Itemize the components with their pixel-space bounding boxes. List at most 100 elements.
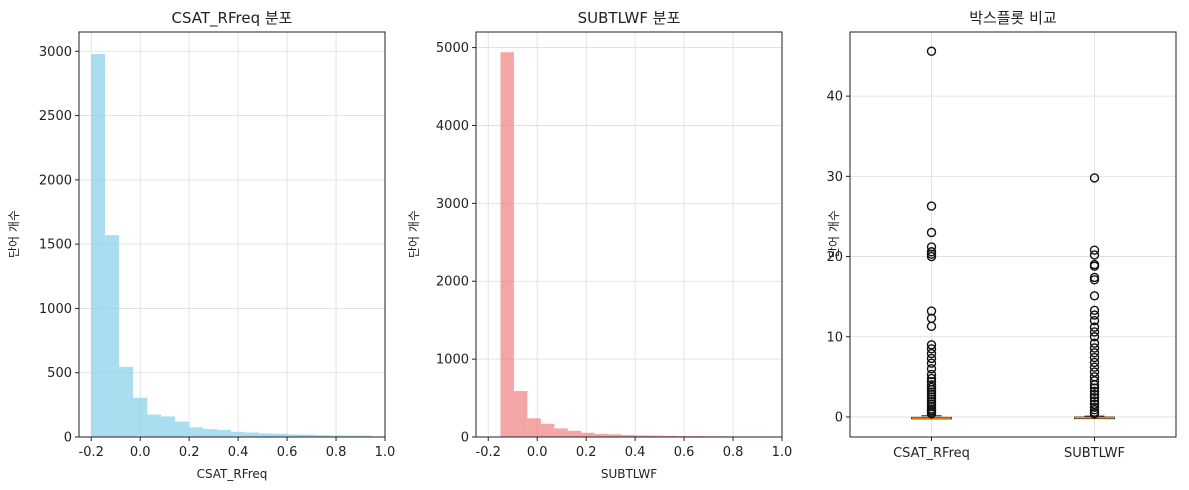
outlier-point [1089,173,1100,183]
histogram-bar [581,432,595,437]
outlier-point [926,242,937,252]
outlier-point [926,409,937,419]
x-tick-label: 0.6 [277,445,298,460]
histogram-bar [259,433,274,437]
y-tick-label: 30 [826,170,843,185]
outlier-point [1089,338,1100,348]
x-tick-label: -0.2 [476,445,501,460]
y-tick-label: 0 [64,431,72,446]
outlier-point [1089,343,1100,353]
outlier-point [1089,275,1100,285]
histogram-bar [119,366,134,437]
histogram-bar [621,435,636,437]
outlier-point [926,353,937,364]
histogram-bar [328,435,344,437]
outlier-point [1089,352,1100,363]
outlier-point [926,321,937,332]
outlier-point [1089,380,1100,390]
outlier-point [1089,327,1100,337]
outlier-point [926,306,937,316]
plot-frame [475,31,783,438]
outlier-point [1089,386,1100,396]
outlier-point [1089,389,1100,400]
outlier-point [1089,362,1100,372]
histogram-bar [91,53,106,437]
outlier-point [926,46,937,56]
panel-csat-histogram: -0.2 0.0 0.2 0.4 0.6 0.8 1.0 0 500 1000 1500 2000 2… [7,9,395,481]
x-tick-label: 0.8 [723,445,744,460]
histogram-bar [217,429,232,437]
outlier-point [1089,250,1100,260]
histogram-bar [175,421,190,437]
histogram-bar [662,435,676,437]
histogram-bar [231,431,246,437]
histogram-bar [567,430,582,437]
outlier-point [1089,245,1100,255]
outlier-point [926,340,937,350]
boxplot-subtlwf [1074,173,1115,420]
outlier-point [1089,383,1100,393]
outlier-point [1089,332,1100,342]
x-tick-label: 0.2 [576,445,597,460]
outlier-point [1089,322,1100,332]
outlier-point [1089,305,1100,315]
histogram-bar [203,429,218,437]
outlier-point [1089,393,1100,403]
x-tick-label: 0.8 [326,445,347,460]
outlier-point [1089,316,1100,326]
outlier-point [1089,291,1100,301]
histogram-bar [540,423,555,437]
y-tick-label: 500 [47,366,72,381]
boxplots [911,46,1115,420]
outlier-point [1089,357,1100,368]
plot-frame [78,31,386,438]
histogram-bars [500,52,770,437]
outlier-point [926,227,937,238]
histogram-bar [357,435,372,437]
x-tick-label: 1.0 [375,445,396,460]
x-tick-label: 0.0 [130,445,151,460]
y-tick-label: 3000 [39,45,72,60]
x-tick-label: SUBTLWF [1064,446,1125,461]
y-tick-label: 10 [826,330,843,345]
y-tick-label: 5000 [436,41,469,56]
y-tick-label: 1000 [39,302,72,317]
y-tick-label: 20 [826,250,843,265]
outlier-point [926,358,937,368]
x-tick-label: -0.2 [79,445,104,460]
histogram-bar [527,418,541,437]
y-tick-label: 3000 [436,197,469,212]
histogram-bar [594,433,609,437]
y-tick-label: 2000 [39,173,72,188]
x-tick-label: 0.2 [179,445,200,460]
outlier-point [1089,348,1100,358]
chart-title: SUBTLWF 분포 [578,9,681,27]
outlier-point [1089,396,1100,406]
histogram-bar [648,435,663,437]
y-tick-label: 0 [461,431,469,446]
outlier-point [926,348,937,359]
y-axis-label: 단어 개수 [7,210,21,258]
histogram-bar [105,235,120,437]
histogram-bar [189,427,204,437]
outlier-point [1089,261,1100,271]
histogram-bar [161,416,176,437]
outlier-point [926,373,937,384]
x-tick-label: 0.4 [228,445,249,460]
chart-title: 박스플롯 비교 [969,9,1057,27]
outlier-point [1089,310,1100,320]
histogram-bar [147,414,162,437]
y-tick-label: 4000 [436,119,469,134]
chart-title: CSAT_RFreq 분포 [172,9,293,28]
panel-boxplot-comparison: CSAT_RFreq SUBTLWF 0 10 20 30 40 박스플롯 비교 단어 개… [826,9,1177,461]
outlier-point [926,201,937,211]
x-axis-label: SUBTLWF [601,467,657,481]
y-axis-label: 단어 개수 [407,210,421,258]
histogram-bar [554,428,568,437]
histogram-bar [513,391,528,437]
outlier-point [1089,367,1100,377]
histogram-bar [133,397,148,437]
histogram-bars [91,53,372,437]
